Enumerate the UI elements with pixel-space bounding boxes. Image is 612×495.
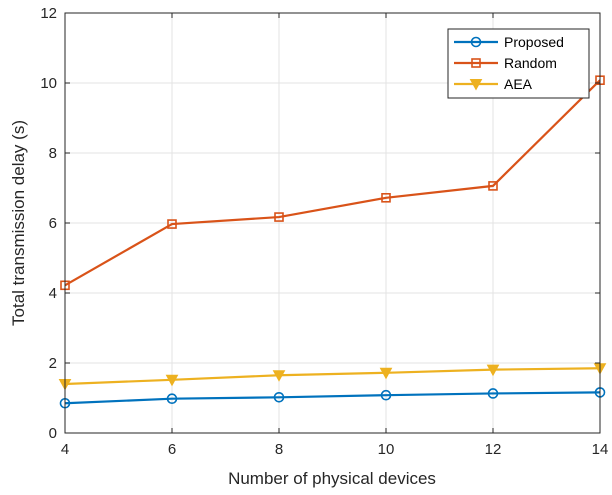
legend-item-aea: AEA <box>454 76 533 92</box>
x-tick-label: 6 <box>168 441 176 458</box>
y-tick-label: 12 <box>40 5 57 22</box>
legend-label-random: Random <box>504 55 557 71</box>
axis-ticks: 4 6 8 10 12 14 0 2 4 6 8 10 12 <box>40 5 608 458</box>
legend-label-proposed: Proposed <box>504 34 564 50</box>
x-tick-label: 4 <box>61 441 69 458</box>
x-axis-label: Number of physical devices <box>228 469 436 488</box>
series-aea <box>58 363 607 391</box>
y-axis-label: Total transmission delay (s) <box>9 120 28 326</box>
legend-marker-proposed <box>470 36 482 48</box>
x-tick-label: 8 <box>275 441 283 458</box>
data-point-aea <box>272 370 286 382</box>
series-line-aea <box>64 367 601 386</box>
legend: Proposed Random AEA <box>447 28 590 99</box>
data-point-random <box>381 193 391 203</box>
legend-item-proposed: Proposed <box>454 34 564 50</box>
legend-item-random: Random <box>454 55 557 71</box>
series-line-random <box>64 79 601 287</box>
y-tick-label: 4 <box>49 285 57 302</box>
data-point-random <box>488 181 498 191</box>
data-point-random <box>167 219 177 229</box>
y-tick-label: 0 <box>49 425 57 442</box>
y-tick-label: 8 <box>49 145 57 162</box>
y-tick-label: 6 <box>49 215 57 232</box>
data-point-aea <box>379 367 393 380</box>
x-tick-label: 12 <box>485 441 502 458</box>
y-tick-label: 2 <box>49 355 57 372</box>
legend-marker-random <box>471 58 481 68</box>
legend-label-aea: AEA <box>504 76 533 92</box>
data-point-proposed <box>380 389 392 401</box>
data-point-aea <box>165 374 179 387</box>
legend-marker-aea <box>469 79 483 91</box>
x-tick-label: 14 <box>592 441 609 458</box>
y-tick-label: 10 <box>40 75 57 92</box>
x-tick-label: 10 <box>378 441 395 458</box>
data-point-aea <box>486 364 500 377</box>
series-layer <box>58 75 607 409</box>
data-point-proposed <box>487 388 499 399</box>
data-point-proposed <box>166 393 178 405</box>
data-point-random <box>274 212 284 222</box>
data-point-proposed <box>273 391 285 403</box>
series-line-proposed <box>64 391 601 405</box>
